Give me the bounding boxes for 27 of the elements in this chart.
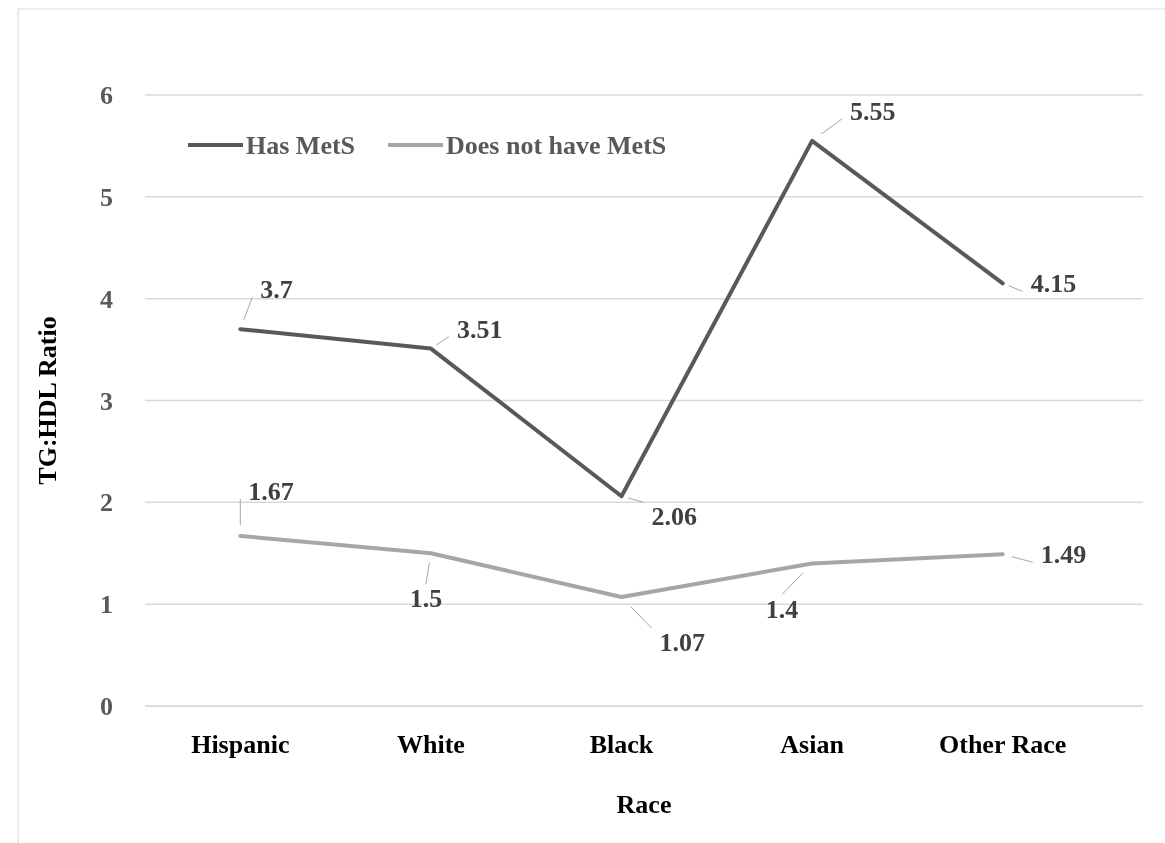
data-label: 3.7 — [260, 275, 293, 305]
y-tick-label: 0 — [100, 692, 113, 722]
data-label: 2.06 — [651, 502, 697, 532]
x-tick-label: White — [396, 730, 465, 759]
x-axis-title: Race — [616, 790, 672, 819]
y-tick-label: 1 — [100, 590, 113, 620]
y-tick-label: 5 — [100, 182, 113, 212]
x-tick-label: Asian — [780, 730, 845, 759]
data-label: 1.07 — [659, 628, 705, 658]
x-tick-label: Black — [589, 730, 654, 759]
data-label: 1.4 — [765, 594, 799, 624]
line-series — [238, 138, 1005, 499]
data-label: 1.49 — [1040, 540, 1087, 570]
y-tick-label: 6 — [100, 81, 113, 111]
legend-label: Has MetS — [246, 131, 356, 161]
y-tick-label: 4 — [100, 284, 113, 314]
data-label: 1.5 — [409, 584, 443, 614]
y-tick-label: 3 — [100, 386, 113, 416]
data-label: 1.67 — [248, 477, 294, 507]
x-tick-label: Other Race — [939, 730, 1067, 759]
x-tick-label: Hispanic — [191, 730, 290, 759]
data-label: 4.15 — [1030, 269, 1077, 299]
legend-label: Does not have MetS — [446, 131, 667, 161]
y-tick-label: 2 — [100, 488, 113, 518]
y-axis-title: TG:HDL Ratio — [33, 316, 62, 485]
data-label: 3.51 — [456, 314, 503, 344]
data-label: 5.55 — [850, 96, 896, 126]
